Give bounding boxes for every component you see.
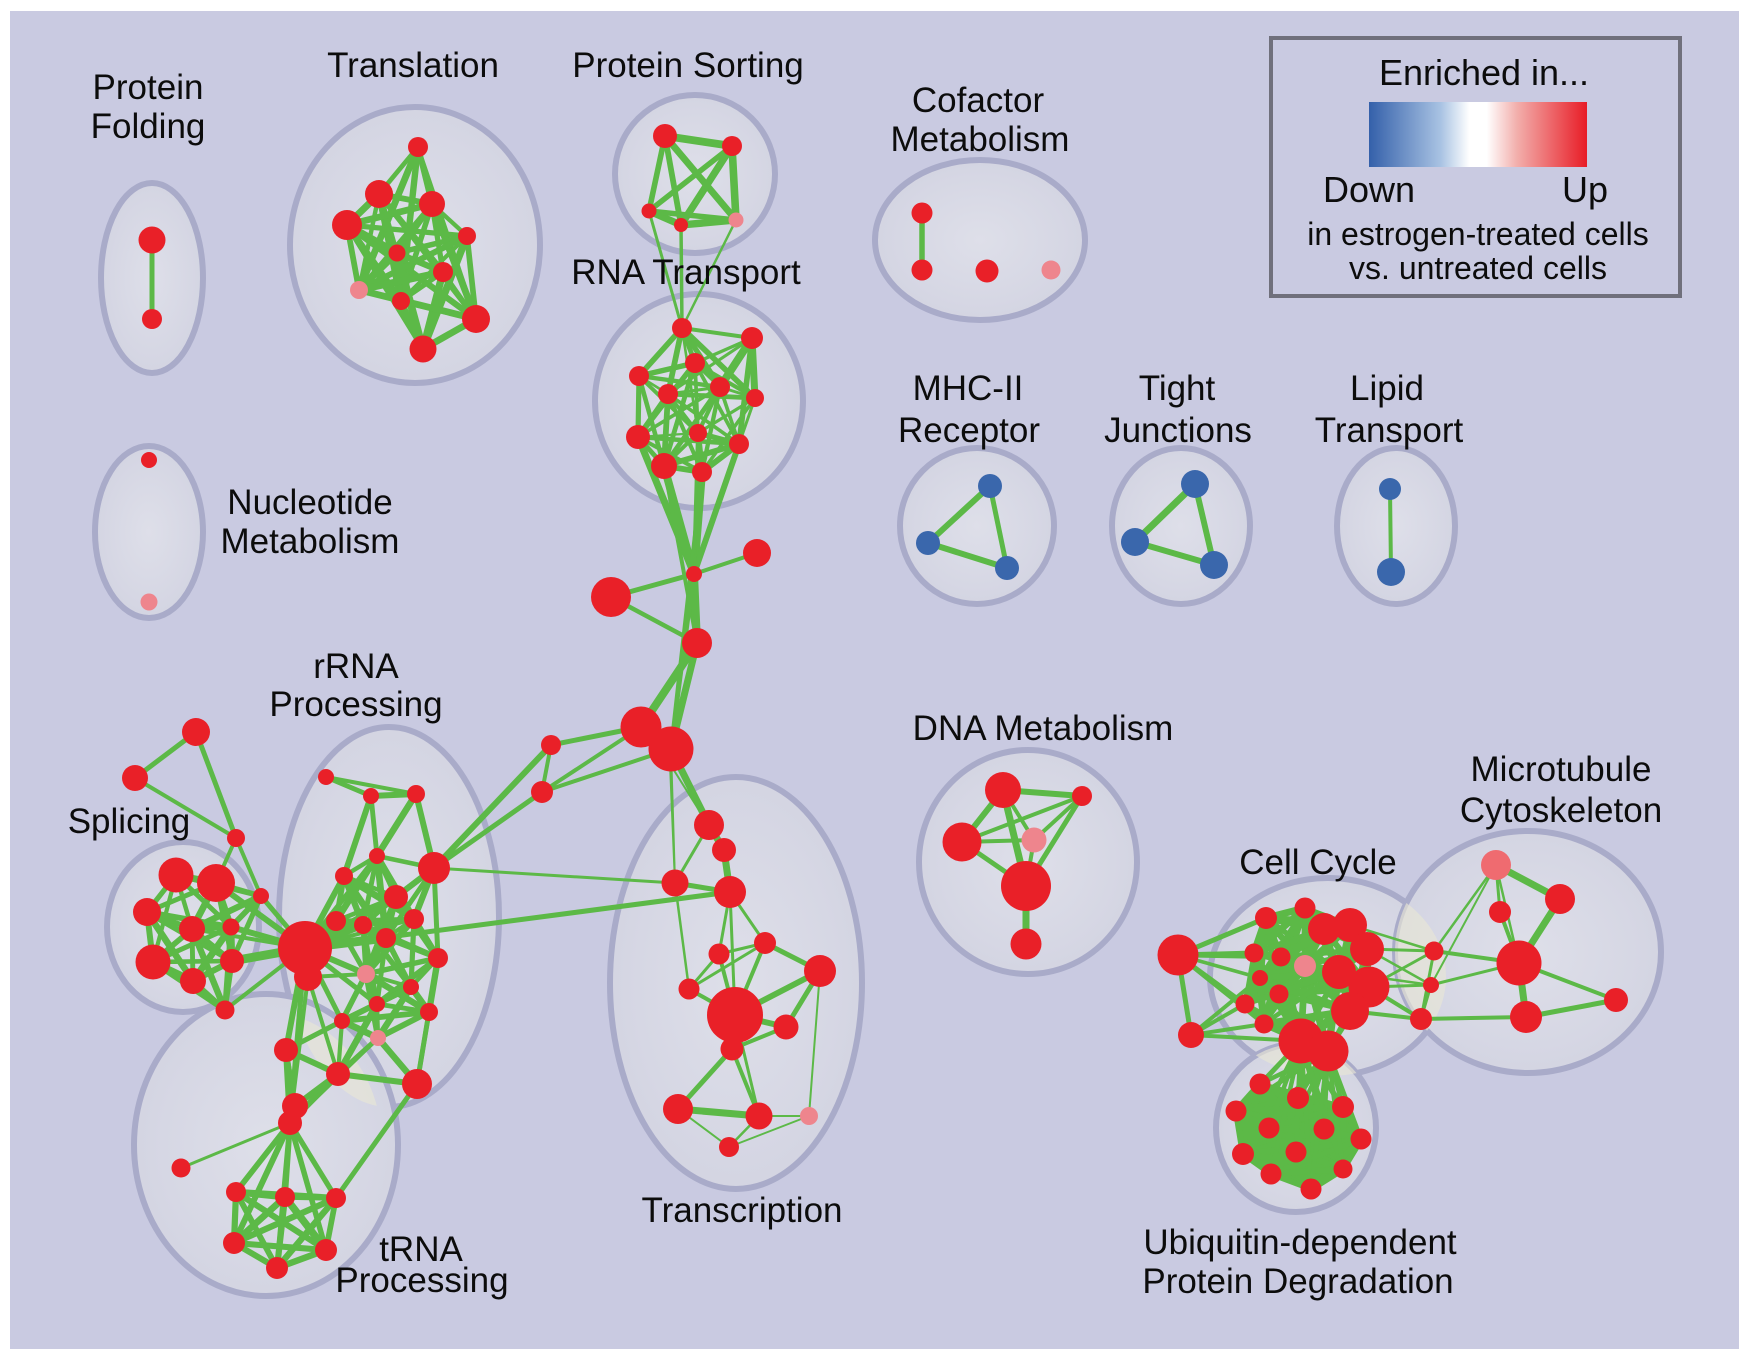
svg-text:Nucleotide: Nucleotide (227, 483, 392, 522)
svg-text:Processing: Processing (269, 685, 442, 724)
svg-text:Translation: Translation (327, 46, 499, 85)
svg-text:Enriched in...: Enriched in... (1379, 52, 1589, 93)
svg-text:Lipid: Lipid (1350, 369, 1424, 408)
svg-text:RNA Transport: RNA Transport (571, 253, 801, 292)
svg-text:Folding: Folding (91, 107, 206, 146)
svg-text:Cytoskeleton: Cytoskeleton (1460, 791, 1662, 830)
svg-text:Ubiquitin-dependent: Ubiquitin-dependent (1143, 1223, 1457, 1262)
svg-text:Receptor: Receptor (898, 411, 1040, 450)
svg-text:Protein Sorting: Protein Sorting (572, 46, 804, 85)
svg-text:Transcription: Transcription (642, 1191, 843, 1230)
svg-text:Metabolism: Metabolism (891, 120, 1070, 159)
svg-text:Splicing: Splicing (68, 802, 191, 841)
svg-text:Microtubule: Microtubule (1471, 750, 1652, 789)
svg-text:tRNA: tRNA (379, 1230, 463, 1269)
svg-text:Metabolism: Metabolism (221, 522, 400, 561)
svg-text:MHC-II: MHC-II (913, 369, 1024, 408)
svg-text:Junctions: Junctions (1104, 411, 1252, 450)
svg-text:Transport: Transport (1315, 411, 1464, 450)
svg-text:DNA Metabolism: DNA Metabolism (913, 709, 1174, 748)
svg-text:Cell Cycle: Cell Cycle (1239, 843, 1397, 882)
svg-text:Protein: Protein (93, 68, 204, 107)
svg-text:Tight: Tight (1139, 369, 1216, 408)
svg-text:vs. untreated cells: vs. untreated cells (1349, 250, 1607, 286)
svg-text:Down: Down (1323, 169, 1415, 210)
svg-text:Processing: Processing (335, 1261, 508, 1300)
svg-text:Protein Degradation: Protein Degradation (1142, 1262, 1453, 1301)
svg-text:rRNA: rRNA (313, 647, 399, 686)
svg-text:Up: Up (1562, 169, 1608, 210)
svg-text:Cofactor: Cofactor (912, 81, 1045, 120)
svg-text:in estrogen-treated cells: in estrogen-treated cells (1307, 216, 1649, 252)
